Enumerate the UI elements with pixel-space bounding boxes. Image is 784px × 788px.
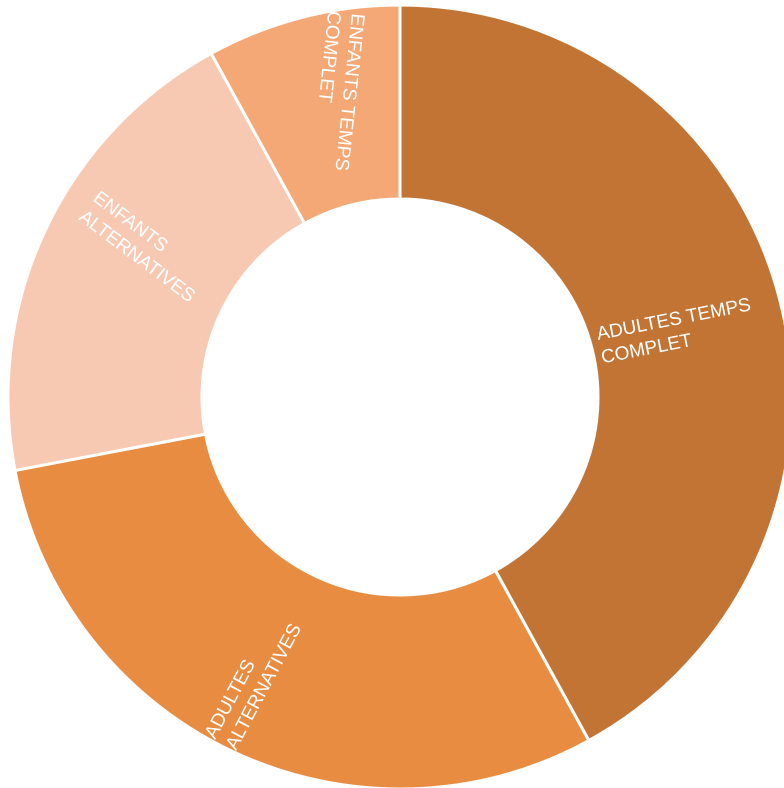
slice-enfants-temps-complet: [209, 3, 402, 226]
donut-slices: [6, 3, 784, 788]
slice-adultes-alternatives: [13, 432, 591, 788]
slice-adultes-temps-complet: [398, 3, 784, 743]
slice-enfants-alternatives: [6, 51, 307, 473]
